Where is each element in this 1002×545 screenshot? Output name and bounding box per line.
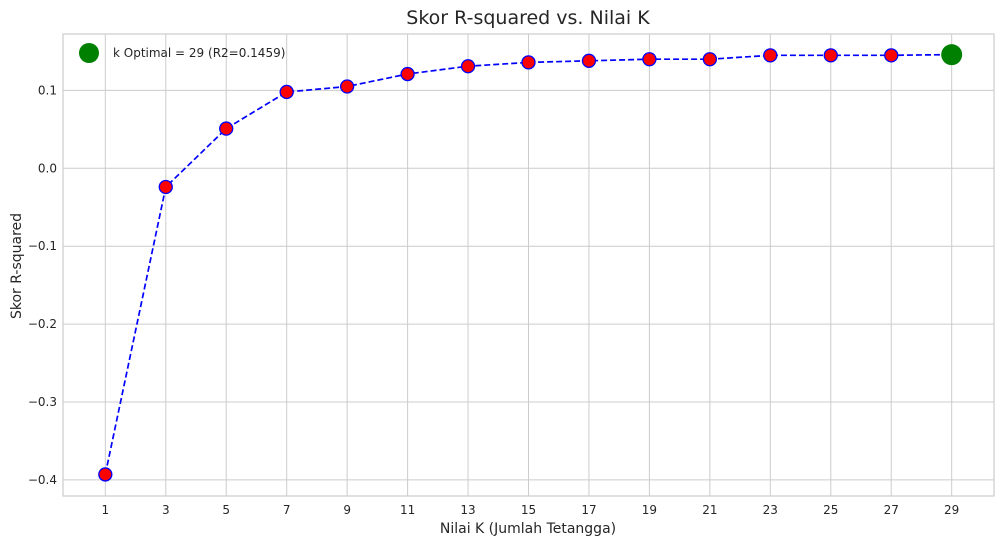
series-line xyxy=(104,53,952,475)
y-axis-ticks: 0.1 0.0 −0.1 −0.2 −0.3 −0.4 xyxy=(28,83,57,486)
plot-frame xyxy=(62,33,995,497)
data-point xyxy=(702,52,718,67)
x-tick-label: 9 xyxy=(343,503,351,517)
data-point xyxy=(158,179,173,195)
data-point xyxy=(823,48,838,63)
x-tick-label: 1 xyxy=(101,503,109,517)
x-tick-label: 23 xyxy=(763,503,778,517)
chart-title: Skor R-squared vs. Nilai K xyxy=(406,7,650,29)
data-point xyxy=(884,48,899,63)
x-tick-label: 29 xyxy=(944,503,959,517)
legend-marker-optimal xyxy=(79,43,99,63)
x-tick-label: 15 xyxy=(521,503,536,517)
data-point xyxy=(460,59,476,74)
optimal-k-marker xyxy=(941,44,963,66)
data-point xyxy=(581,53,597,68)
y-tick-label: −0.1 xyxy=(28,239,57,253)
x-tick-label: 13 xyxy=(460,503,475,517)
x-tick-label: 7 xyxy=(283,503,291,517)
data-point xyxy=(339,79,355,94)
x-tick-label: 25 xyxy=(823,503,838,517)
data-markers xyxy=(98,44,963,482)
grid-lines xyxy=(63,34,994,496)
y-axis-label: Skor R-squared xyxy=(9,213,25,319)
x-tick-label: 19 xyxy=(642,503,657,517)
y-tick-label: 0.1 xyxy=(38,83,57,97)
legend-label-optimal: k Optimal = 29 (R2=0.1459) xyxy=(113,46,285,60)
x-tick-label: 5 xyxy=(222,503,230,517)
data-point xyxy=(521,55,536,70)
legend: k Optimal = 29 (R2=0.1459) xyxy=(79,43,285,63)
y-tick-label: −0.4 xyxy=(28,473,57,487)
data-point xyxy=(642,52,657,67)
x-tick-label: 21 xyxy=(702,503,717,517)
x-tick-label: 3 xyxy=(162,503,170,517)
x-tick-label: 27 xyxy=(884,503,899,517)
data-point xyxy=(400,66,415,82)
y-tick-label: 0.0 xyxy=(38,161,57,175)
y-tick-label: −0.2 xyxy=(28,317,57,331)
x-axis-label: Nilai K (Jumlah Tetangga) xyxy=(440,521,616,537)
x-axis-ticks: 1 3 5 7 9 11 13 15 17 19 21 23 25 27 29 xyxy=(101,503,959,517)
data-point xyxy=(763,48,778,63)
series-line-group xyxy=(104,53,952,475)
data-point xyxy=(279,84,294,100)
y-tick-label: −0.3 xyxy=(28,395,57,409)
data-point xyxy=(98,467,113,482)
data-point xyxy=(219,121,234,136)
x-tick-label: 11 xyxy=(400,503,415,517)
x-tick-label: 17 xyxy=(581,503,596,517)
